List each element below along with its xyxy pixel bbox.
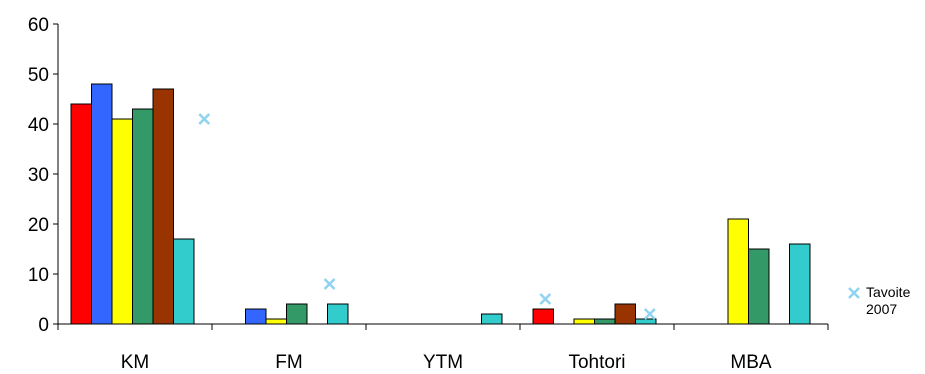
bar xyxy=(481,313,503,325)
bar xyxy=(327,303,349,325)
bar xyxy=(532,308,554,325)
bar xyxy=(111,118,133,325)
target-marker xyxy=(323,278,336,290)
bar xyxy=(286,303,308,325)
legend: Tavoite 2007 xyxy=(848,284,911,317)
legend-target-label-line1: Tavoite xyxy=(866,284,911,300)
bar xyxy=(132,108,154,325)
y-tick-label: 20 xyxy=(28,215,49,236)
target-marker xyxy=(643,308,656,320)
y-tick-label: 40 xyxy=(28,115,49,136)
x-tick-label: Tohtori xyxy=(568,352,625,373)
x-tick-label: FM xyxy=(275,352,302,373)
legend-target-marker xyxy=(848,287,860,299)
x-tick-label: YTM xyxy=(423,352,463,373)
bar xyxy=(573,318,595,325)
bar xyxy=(727,218,749,325)
bar xyxy=(245,308,267,325)
bar xyxy=(748,248,770,325)
target-marker xyxy=(198,113,211,125)
legend-target-label-line2: 2007 xyxy=(866,301,897,317)
y-tick-label: 50 xyxy=(28,65,49,86)
bar xyxy=(265,318,287,325)
bar xyxy=(152,88,174,325)
x-tick-label: KM xyxy=(121,352,150,373)
plot-area: 0 10 20 30 40 50 60 KM FM YTM Tohtori MBA xyxy=(28,15,829,373)
bar xyxy=(789,243,811,325)
bar xyxy=(91,83,113,325)
y-tick-label: 10 xyxy=(28,265,49,286)
y-tick-label: 60 xyxy=(28,15,49,36)
y-tick-label: 30 xyxy=(28,165,49,186)
target-marker xyxy=(539,293,552,305)
bar xyxy=(594,318,616,325)
bar xyxy=(614,303,636,325)
x-tick-label: MBA xyxy=(730,352,772,373)
y-tick-label: 0 xyxy=(38,315,49,336)
bar xyxy=(70,103,92,325)
bar xyxy=(173,238,195,325)
